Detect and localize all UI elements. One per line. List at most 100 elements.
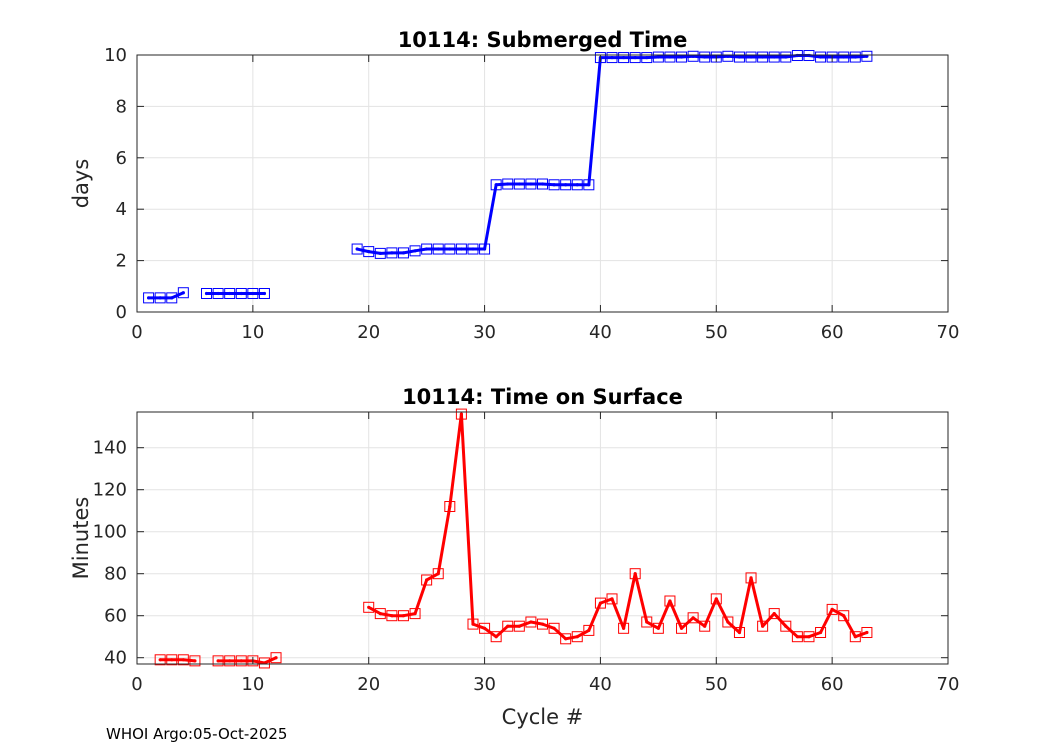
data-dot	[401, 614, 406, 618]
data-dot	[772, 55, 776, 59]
data-point	[583, 179, 595, 191]
data-dot	[436, 247, 440, 251]
series-line	[148, 291, 184, 300]
data-dot	[714, 597, 718, 601]
data-point	[154, 654, 166, 666]
data-point	[768, 608, 780, 620]
x-tick-label: 60	[821, 322, 844, 343]
data-dot	[228, 291, 232, 296]
data-point	[409, 245, 421, 257]
data-dot	[679, 626, 684, 630]
data-point	[745, 51, 757, 63]
data-dot	[239, 659, 243, 663]
data-dot	[193, 659, 197, 663]
y-tick-label: 4	[116, 199, 127, 220]
data-dot	[668, 599, 672, 603]
data-point	[664, 51, 676, 63]
data-dot	[413, 612, 417, 616]
y-tick-label: 10	[104, 45, 127, 66]
data-point	[861, 50, 873, 62]
data-dot	[401, 251, 406, 255]
x-tick-label: 60	[821, 674, 844, 695]
data-point	[791, 631, 803, 643]
data-point	[676, 51, 688, 63]
data-dot	[448, 247, 452, 251]
data-dot	[170, 296, 174, 300]
data-dot	[737, 55, 742, 59]
data-point	[247, 655, 259, 667]
data-point	[560, 179, 572, 191]
data-point	[849, 51, 861, 63]
data-dot	[355, 247, 359, 251]
data-point	[525, 616, 537, 628]
data-point	[502, 178, 514, 190]
data-dot	[552, 183, 556, 187]
data-point	[652, 51, 664, 63]
data-point	[525, 178, 537, 190]
data-point	[861, 627, 873, 638]
data-dot	[239, 291, 243, 296]
plot-area	[137, 412, 948, 664]
data-point	[664, 595, 676, 607]
x-tick-label: 20	[357, 322, 380, 343]
data-dot	[749, 576, 753, 580]
y-tick-label: 0	[116, 302, 127, 323]
y-tick-label: 80	[104, 564, 127, 585]
y-tick-label: 100	[93, 522, 127, 543]
axes-frame	[136, 54, 949, 313]
data-point	[397, 610, 409, 622]
data-point	[687, 50, 699, 62]
data-dot	[146, 296, 151, 300]
data-point	[548, 179, 560, 191]
y-tick-label: 40	[104, 648, 127, 669]
data-point	[258, 657, 270, 669]
data-dot	[807, 53, 811, 58]
data-point	[374, 608, 386, 620]
data-dot	[795, 53, 799, 58]
data-dot	[262, 291, 267, 296]
data-point	[606, 593, 618, 605]
data-dot	[517, 624, 521, 628]
data-dot	[622, 55, 626, 60]
data-dot	[853, 635, 857, 639]
data-dot	[552, 626, 556, 630]
data-point	[455, 243, 467, 255]
x-tick-label: 30	[473, 674, 496, 695]
data-point	[757, 51, 769, 63]
data-dot	[158, 296, 162, 300]
data-point	[513, 620, 525, 632]
data-dot	[610, 597, 614, 601]
data-point	[676, 622, 688, 634]
data-dot	[622, 626, 626, 630]
data-dot	[703, 624, 707, 628]
data-point	[212, 287, 224, 299]
data-point	[826, 603, 838, 615]
data-dot	[564, 183, 568, 187]
data-dot	[818, 55, 823, 59]
x-tick-label: 10	[241, 674, 264, 695]
data-point	[235, 655, 247, 667]
data-point	[502, 620, 514, 632]
data-dot	[645, 620, 649, 624]
data-point	[224, 655, 236, 667]
data-point	[699, 620, 711, 632]
chart-title: 10114: Submerged Time	[398, 28, 688, 52]
data-point	[780, 620, 792, 632]
x-tick-label: 40	[589, 322, 612, 343]
x-tick-label: 50	[705, 322, 728, 343]
data-dot	[482, 247, 487, 251]
data-dot	[656, 626, 660, 630]
data-dot	[540, 622, 545, 626]
data-point	[177, 287, 189, 299]
data-dot	[656, 55, 660, 59]
data-dot	[181, 291, 185, 295]
data-dot	[425, 578, 429, 582]
data-point	[803, 50, 815, 62]
data-point	[594, 52, 606, 64]
data-dot	[587, 628, 591, 633]
data-dot	[853, 55, 857, 59]
data-point	[629, 52, 641, 64]
data-point	[641, 52, 653, 64]
data-dot	[772, 612, 776, 616]
data-point	[560, 633, 572, 645]
